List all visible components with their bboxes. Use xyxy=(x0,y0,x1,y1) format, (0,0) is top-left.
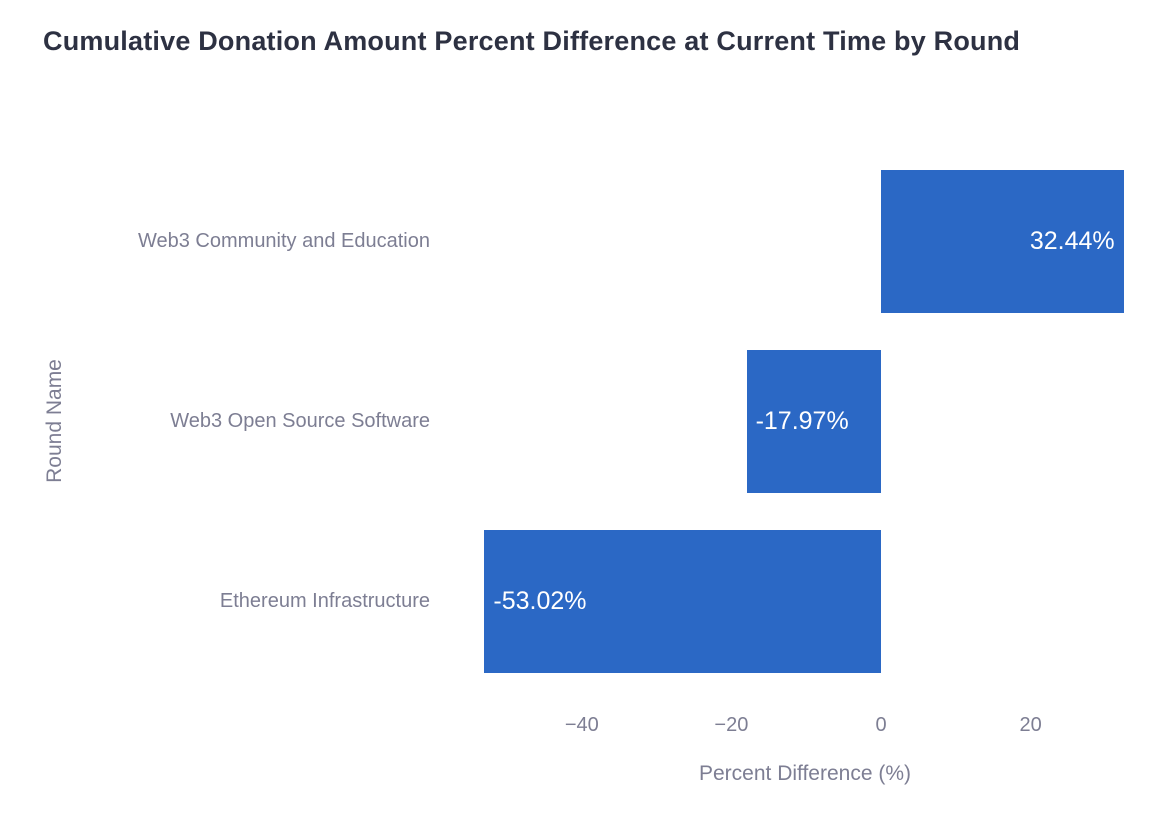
bar-value-label: -17.97% xyxy=(755,407,849,435)
x-axis-tick-label: −20 xyxy=(714,714,749,736)
bar[interactable]: -17.97% xyxy=(746,350,881,493)
y-axis-title: Round Name xyxy=(43,359,66,483)
x-axis-tick-label: 20 xyxy=(1019,714,1042,736)
category-label: Web3 Community and Education xyxy=(137,230,430,252)
category-label: Web3 Open Source Software xyxy=(170,410,430,432)
bar[interactable]: -53.02% xyxy=(484,530,881,673)
category-label: Ethereum Infrastructure xyxy=(219,590,430,612)
bar-row: Ethereum Infrastructure -53.02% xyxy=(0,530,1162,673)
chart-title: Cumulative Donation Amount Percent Diffe… xyxy=(43,26,1021,56)
bar-value-label: -53.02% xyxy=(493,587,587,615)
bar[interactable]: 32.44% xyxy=(881,170,1124,313)
bar-value-label: 32.44% xyxy=(1029,227,1115,255)
bar-row: Web3 Community and Education 32.44% xyxy=(0,170,1162,313)
x-axis-title: Percent Difference (%) xyxy=(698,762,912,785)
bar-row: Web3 Open Source Software -17.97% xyxy=(0,350,1162,493)
x-axis-tick-label: −40 xyxy=(564,714,599,736)
x-axis-tick-label: 0 xyxy=(875,714,887,736)
